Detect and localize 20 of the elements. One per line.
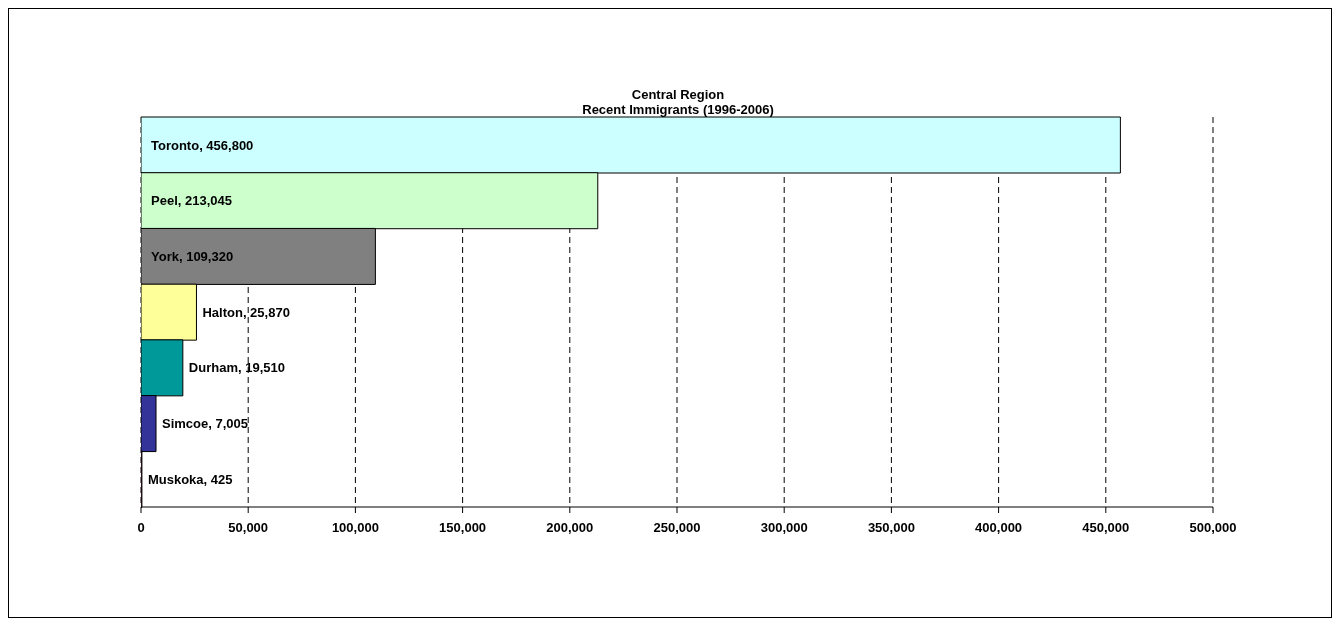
x-tick-label: 250,000	[653, 520, 701, 536]
x-tick-label: 300,000	[760, 520, 808, 536]
x-tick-label: 400,000	[975, 520, 1023, 536]
data-label: Toronto, 456,800	[151, 137, 254, 153]
data-label: Durham, 19,510	[188, 360, 285, 376]
data-label: Peel, 213,045	[151, 193, 232, 209]
x-tick-label: 450,000	[1082, 520, 1130, 536]
chart-subtitle: Recent Immigrants (1996-2006)	[581, 102, 775, 117]
data-label: York, 109,320	[151, 248, 234, 264]
chart-title: Central Region	[630, 87, 726, 102]
data-label: Muskoka, 425	[147, 471, 233, 487]
x-tick-label: 350,000	[867, 520, 915, 536]
x-tick-label: 50,000	[228, 520, 269, 536]
x-tick-label: 500,000	[1189, 520, 1237, 536]
data-label: Halton, 25,870	[202, 304, 290, 320]
x-tick-label: 100,000	[331, 520, 379, 536]
x-tick-label: 150,000	[439, 520, 487, 536]
data-label: Simcoe, 7,005	[162, 416, 249, 432]
x-tick-label: 200,000	[546, 520, 594, 536]
x-tick-label: 0	[137, 520, 145, 536]
